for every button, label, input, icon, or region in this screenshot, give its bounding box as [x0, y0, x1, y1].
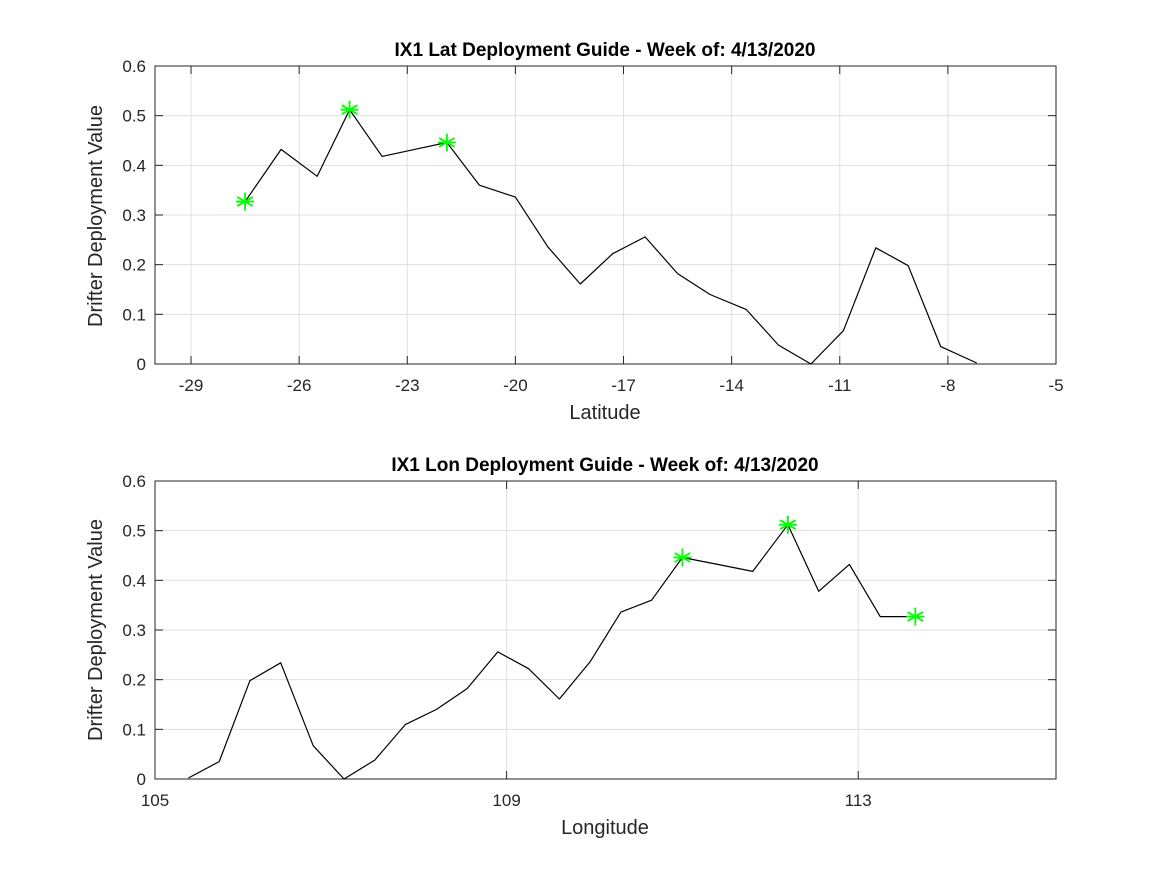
lat-x-tick-label: -11 [828, 376, 851, 395]
lat-x-tick-label: -14 [719, 376, 744, 395]
lat-highlight-marker [340, 100, 359, 119]
lat-y-tick-label: 0 [137, 355, 146, 374]
lon-y-tick-label: 0 [137, 770, 146, 789]
lat-y-tick-label: 0.3 [122, 206, 146, 225]
lon-chart-ylabel: Drifter Deployment Value [85, 519, 107, 741]
lat-highlight-marker [437, 133, 456, 152]
lat-y-tick-label: 0.6 [122, 57, 146, 76]
lat-y-tick-label: 0.5 [122, 107, 146, 126]
lon-y-tick-label: 0.2 [122, 671, 146, 690]
lat-x-tick-label: -26 [287, 376, 312, 395]
lat-x-tick-label: -20 [503, 376, 528, 395]
lon-y-tick-label: 0.4 [122, 571, 146, 590]
lon-highlight-marker [778, 515, 797, 534]
lon-y-tick-label: 0.3 [122, 621, 146, 640]
lon-x-tick-label: 113 [845, 791, 872, 810]
lon-highlight-marker [906, 607, 925, 626]
lat-chart-title: IX1 Lat Deployment Guide - Week of: 4/13… [395, 40, 816, 61]
lat-y-tick-label: 0.1 [122, 305, 146, 324]
lat-series-line [244, 109, 977, 365]
lat-x-tick-label: -29 [179, 376, 204, 395]
lat-x-tick-label: -17 [611, 376, 636, 395]
lat-chart-ylabel: Drifter Deployment Value [85, 105, 107, 327]
lon-chart-title: IX1 Lon Deployment Guide - Week of: 4/13… [391, 455, 818, 476]
lat-x-tick-label: -5 [1048, 376, 1063, 395]
lon-highlight-marker [673, 548, 692, 567]
lat-chart: IX1 Lat Deployment Guide - Week of: 4/13… [85, 40, 1064, 424]
lon-x-tick-label: 105 [141, 791, 169, 810]
lat-chart-xlabel: Latitude [569, 402, 640, 424]
lat-y-tick-label: 0.4 [122, 156, 146, 175]
lon-y-tick-label: 0.6 [122, 472, 146, 491]
lat-x-tick-label: -23 [395, 376, 420, 395]
lon-y-tick-label: 0.5 [122, 522, 146, 541]
lon-x-tick-label: 109 [492, 791, 520, 810]
lon-chart: IX1 Lon Deployment Guide - Week of: 4/13… [85, 455, 1057, 839]
lat-y-tick-label: 0.2 [122, 256, 146, 275]
lon-series-line [188, 524, 916, 780]
lat-x-tick-label: -8 [940, 376, 955, 395]
lat-highlight-marker [236, 192, 255, 211]
lon-y-tick-label: 0.1 [122, 720, 146, 739]
lon-chart-xlabel: Longitude [561, 817, 649, 839]
